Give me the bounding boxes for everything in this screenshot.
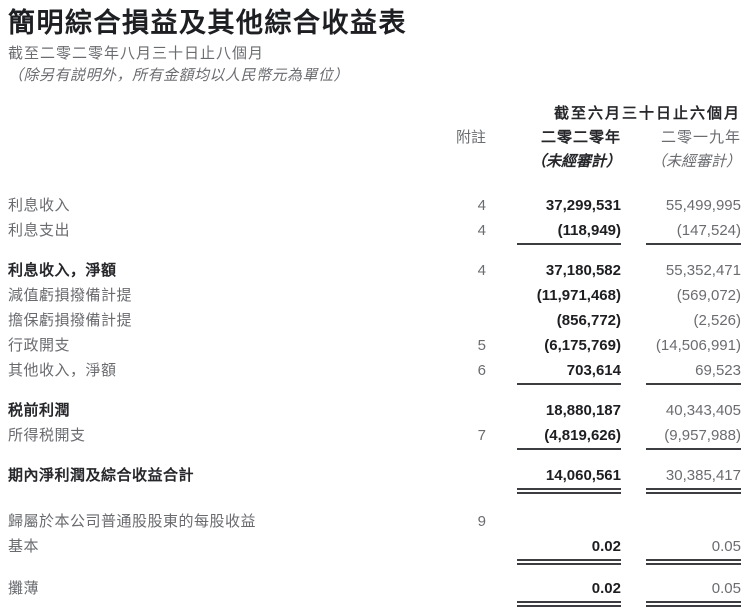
- value-2020: (11,971,468): [536, 287, 621, 304]
- value-2020: (6,175,769): [544, 337, 621, 354]
- value-2019: 55,352,471: [665, 262, 741, 279]
- header-spacer: [8, 150, 426, 174]
- value-2019: 69,523: [621, 361, 741, 386]
- value-2019: 0.05: [621, 537, 741, 565]
- value-2020: 14,060,561: [486, 466, 621, 494]
- value-2019: 30,385,417: [621, 466, 741, 494]
- row-label: 税前利潤: [8, 402, 71, 419]
- table-row: 其他收入，淨額 6 703,614 69,523: [8, 361, 741, 386]
- value-2019: (147,524): [621, 221, 741, 246]
- period-subtitle: 截至二零二零年八月三十日止八個月: [8, 45, 265, 62]
- value-2020: 37,299,531: [545, 197, 621, 214]
- value-2019: (2,526): [693, 312, 741, 329]
- row-note: 5: [477, 337, 486, 354]
- table-row: 利息支出 4 (118,949) (147,524): [8, 221, 741, 246]
- row-label: 所得税開支: [8, 427, 86, 444]
- row-label: 利息收入，淨額: [8, 262, 117, 279]
- row-note: [426, 311, 486, 336]
- row-note: 9: [477, 513, 486, 530]
- table-section: 利息收入，淨額 4 37,180,582 55,352,471 減值虧損撥備計提…: [8, 261, 741, 386]
- row-note: 6: [477, 362, 486, 379]
- value-2020: 0.02: [486, 579, 621, 607]
- value-2020: 0.02: [486, 537, 621, 565]
- row-label: 行政開支: [8, 337, 71, 354]
- column-header-2019: 二零一九年: [660, 129, 741, 146]
- page-title: 簡明綜合損益及其他綜合收益表: [8, 8, 407, 38]
- row-note: [426, 537, 486, 562]
- table-row: 擔保虧損撥備計提 (856,772) (2,526): [8, 311, 741, 336]
- table-row: 利息收入，淨額 4 37,180,582 55,352,471: [8, 261, 741, 286]
- table-row: 基本 0.02 0.05: [8, 537, 741, 565]
- row-note: [426, 401, 486, 426]
- table-body: 利息收入 4 37,299,531 55,499,995 利息支出 4 (118…: [8, 196, 741, 607]
- table-row: 所得税開支 7 (4,819,626) (9,957,988): [8, 426, 741, 451]
- value-2020: 18,880,187: [545, 402, 621, 419]
- header-spacer: [426, 102, 486, 126]
- table-row: 攤薄 0.02 0.05: [8, 579, 741, 607]
- value-2020: (4,819,626): [486, 426, 621, 451]
- table-section: 利息收入 4 37,299,531 55,499,995 利息支出 4 (118…: [8, 196, 741, 246]
- table-section: 歸屬於本公司普通股股東的每股收益 9 基本 0.02 0.05: [8, 512, 741, 565]
- table-header-row-unaudited: （未經審計） （未經審計）: [8, 150, 741, 174]
- header-spacer: [8, 126, 426, 150]
- value-2020: 703,614: [486, 361, 621, 386]
- value-2019: 40,343,405: [665, 402, 741, 419]
- value-2019: [621, 512, 741, 537]
- currency-note: （除另有説明外，所有金額均以人民幣元為單位）: [8, 67, 350, 84]
- table-header-row-period: 截至六月三十日止六個月: [8, 102, 741, 126]
- row-label: 其他收入，淨額: [8, 362, 117, 379]
- row-label: 擔保虧損撥備計提: [8, 312, 133, 329]
- note-column-header: 附註: [455, 129, 486, 146]
- column-header-2020: 二零二零年: [540, 129, 621, 146]
- value-2019: (9,957,988): [621, 426, 741, 451]
- value-2020: 37,180,582: [545, 262, 621, 279]
- value-2020: (118,949): [486, 221, 621, 246]
- column-group-header: 截至六月三十日止六個月: [553, 105, 741, 122]
- table-header-row-years: 附註 二零二零年 二零一九年: [8, 126, 741, 150]
- row-note: [426, 466, 486, 491]
- table-row: 利息收入 4 37,299,531 55,499,995: [8, 196, 741, 221]
- row-label: 利息支出: [8, 222, 71, 239]
- value-2019: (14,506,991): [655, 337, 741, 354]
- row-note: 4: [477, 262, 486, 279]
- table-row: 税前利潤 18,880,187 40,343,405: [8, 401, 741, 426]
- row-note: 4: [477, 197, 486, 214]
- unaudited-label-2020: （未經審計）: [530, 153, 621, 170]
- value-2019: (569,072): [676, 287, 741, 304]
- row-note: [426, 579, 486, 604]
- table-section: 攤薄 0.02 0.05: [8, 579, 741, 607]
- table-section: 税前利潤 18,880,187 40,343,405 所得税開支 7 (4,81…: [8, 401, 741, 451]
- value-2019: 55,499,995: [665, 197, 741, 214]
- row-note: 7: [477, 427, 486, 444]
- value-2019: 0.05: [621, 579, 741, 607]
- header-spacer: [8, 102, 426, 126]
- row-label: 歸屬於本公司普通股股東的每股收益: [8, 513, 257, 530]
- table-row: 期內淨利潤及綜合收益合計 14,060,561 30,385,417: [8, 466, 741, 494]
- row-label: 期內淨利潤及綜合收益合計: [8, 467, 195, 484]
- table-row: 減值虧損撥備計提 (11,971,468) (569,072): [8, 286, 741, 311]
- table-row: 歸屬於本公司普通股股東的每股收益 9: [8, 512, 741, 537]
- row-label: 攤薄: [8, 580, 40, 597]
- row-label: 基本: [8, 538, 40, 555]
- row-note: 4: [477, 222, 486, 239]
- unaudited-label-2019: （未經審計）: [650, 153, 741, 170]
- table-header: 截至六月三十日止六個月 附註 二零二零年 二零一九年 （未經審計） （未經審計）: [8, 102, 741, 174]
- row-label: 減值虧損撥備計提: [8, 287, 133, 304]
- table-row: 行政開支 5 (6,175,769) (14,506,991): [8, 336, 741, 361]
- value-2020: [486, 512, 621, 537]
- value-2020: (856,772): [556, 312, 621, 329]
- row-note: [426, 286, 486, 311]
- table-section: 期內淨利潤及綜合收益合計 14,060,561 30,385,417: [8, 466, 741, 494]
- header-spacer: [426, 150, 486, 174]
- row-label: 利息收入: [8, 197, 71, 214]
